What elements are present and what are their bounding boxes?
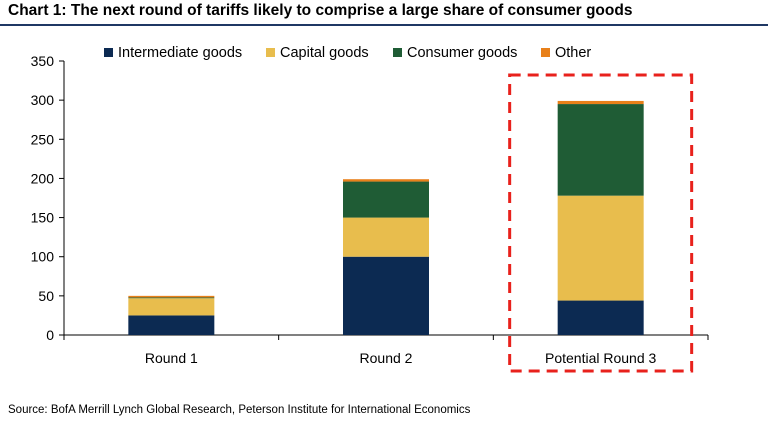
chart-title: Chart 1: The next round of tariffs likel…	[8, 2, 633, 19]
bar-intermediate-goods-potential-round-3	[557, 300, 644, 335]
y-tick-label: 250	[31, 131, 55, 147]
title-divider	[0, 24, 768, 26]
y-tick-label: 350	[31, 53, 55, 69]
bar-other-round-2	[343, 179, 429, 182]
y-tick-label: 200	[31, 170, 55, 186]
bar-capital-goods-round-2	[343, 217, 429, 257]
legend-swatch-consumer-goods	[393, 48, 402, 57]
legend-swatch-capital-goods	[266, 48, 275, 57]
y-tick-label: 50	[38, 288, 54, 304]
highlight-box	[508, 73, 694, 373]
bar-consumer-goods-potential-round-3	[557, 104, 644, 196]
x-tick-label: Potential Round 3	[545, 350, 657, 366]
y-tick-label: 150	[31, 210, 55, 226]
bar-intermediate-goods-round-2	[343, 256, 429, 335]
legend-swatch-other	[541, 48, 550, 57]
legend-label-capital-goods: Capital goods	[280, 45, 369, 61]
x-tick-label: Round 1	[145, 350, 198, 366]
bar-consumer-goods-round-1	[128, 297, 215, 299]
legend-label-intermediate-goods: Intermediate goods	[118, 45, 242, 61]
x-tick-label: Round 2	[360, 350, 413, 366]
y-tick-label: 300	[31, 92, 55, 108]
source-note: Source: BofA Merrill Lynch Global Resear…	[8, 404, 471, 416]
y-tick-label: 100	[31, 249, 55, 265]
bar-other-potential-round-3	[557, 100, 644, 105]
legend-label-other: Other	[555, 45, 591, 61]
legend-label-consumer-goods: Consumer goods	[407, 45, 517, 61]
bar-other-round-1	[128, 295, 215, 298]
bar-capital-goods-round-1	[128, 298, 215, 316]
bar-capital-goods-potential-round-3	[557, 195, 644, 301]
legend-swatch-intermediate-goods	[104, 48, 113, 57]
bar-consumer-goods-round-2	[343, 181, 429, 218]
bar-intermediate-goods-round-1	[128, 315, 215, 335]
y-tick-label: 0	[46, 327, 54, 343]
